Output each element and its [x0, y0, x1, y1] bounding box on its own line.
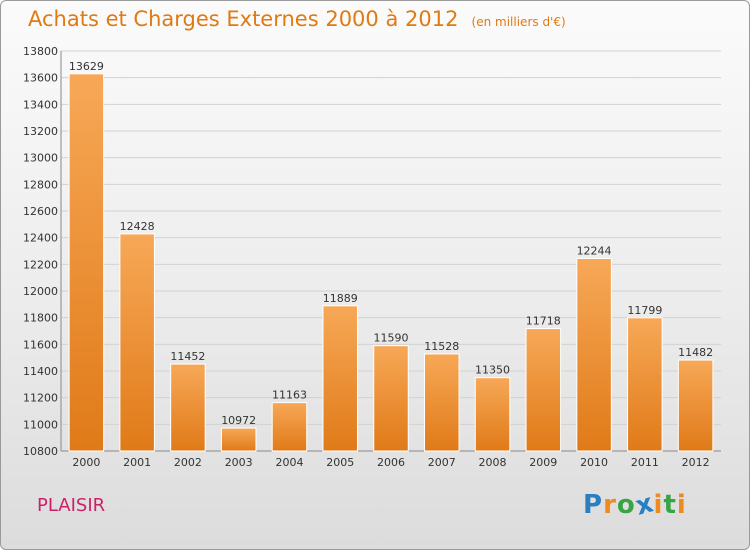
y-tick-label: 13600	[23, 72, 58, 85]
x-tick-label-2011: 2011	[631, 456, 659, 469]
y-tick-label: 10800	[23, 445, 58, 458]
bar-2011	[627, 317, 663, 452]
value-label-2001: 12428	[120, 220, 155, 233]
y-tick-label: 11000	[23, 418, 58, 431]
value-label-2012: 11482	[678, 346, 713, 359]
y-tick-label: 11400	[23, 365, 58, 378]
x-tick-label-2010: 2010	[580, 456, 608, 469]
bar-2009	[525, 328, 562, 452]
bar-2007	[424, 353, 460, 452]
logo-letter: t	[663, 490, 677, 520]
x-tick-label-2007: 2007	[428, 456, 456, 469]
town-name: PLAISIR	[37, 495, 106, 516]
proxiti-logo: Proxiti	[583, 488, 687, 522]
value-label-2004: 11163	[272, 389, 307, 402]
bar-2006	[373, 345, 409, 452]
title-text: Achats et Charges Externes 2000 à 2012	[28, 7, 459, 31]
x-tick-label-2008: 2008	[479, 456, 507, 469]
y-tick-label: 11200	[23, 392, 58, 405]
logo-letter: o	[616, 490, 636, 520]
value-label-2002: 11452	[170, 350, 205, 363]
bar-2012	[677, 359, 714, 452]
logo-letter: i	[676, 490, 687, 520]
x-tick-label-2004: 2004	[275, 456, 303, 469]
x-tick-label-2001: 2001	[123, 456, 151, 469]
y-tick-label: 11800	[23, 312, 58, 325]
y-tick-label: 11600	[23, 338, 58, 351]
x-tick-label-2003: 2003	[225, 456, 253, 469]
labels: 10800 11000 11200 11400 11600 11800 12000 12200…	[23, 45, 713, 469]
value-label-2009: 11718	[526, 315, 561, 328]
value-label-2011: 11799	[627, 304, 662, 317]
bars	[68, 73, 714, 452]
y-tick-label: 13400	[23, 98, 58, 111]
y-tick-label: 12600	[23, 205, 58, 218]
logo-letter: r	[603, 490, 617, 520]
chart-title: Achats et Charges Externes 2000 à 2012 (…	[28, 7, 566, 31]
bar-2003	[220, 427, 257, 452]
bar-2004	[271, 402, 308, 452]
logo-letter: P	[583, 490, 604, 520]
value-label-2006: 11590	[374, 332, 409, 345]
value-label-2010: 12244	[577, 244, 612, 257]
y-tick-label: 13800	[23, 45, 58, 58]
unit-note: (en milliers d'€)	[471, 15, 566, 29]
y-tick-label: 12400	[23, 232, 58, 245]
value-label-2005: 11889	[323, 292, 358, 305]
y-tick-label: 13200	[23, 125, 58, 138]
bar-2008	[474, 377, 511, 452]
value-label-2003: 10972	[221, 414, 256, 427]
value-label-2008: 11350	[475, 364, 510, 377]
y-tick-label: 13000	[23, 152, 58, 165]
bar-2002	[170, 363, 206, 452]
bar-2005	[322, 305, 358, 452]
logo-letter: i	[653, 490, 664, 520]
bar-2000	[68, 73, 105, 452]
y-tick-label: 12200	[23, 258, 58, 271]
x-tick-label-2000: 2000	[72, 456, 100, 469]
y-tick-label: 12800	[23, 178, 58, 191]
x-tick-label-2002: 2002	[174, 456, 202, 469]
bar-2010	[576, 257, 612, 452]
bar-2001	[119, 233, 155, 452]
x-tick-label-2006: 2006	[377, 456, 405, 469]
value-label-2000: 13629	[69, 60, 104, 73]
x-tick-label-2009: 2009	[529, 456, 557, 469]
x-tick-label-2012: 2012	[682, 456, 710, 469]
y-tick-label: 12000	[23, 285, 58, 298]
x-tick-label-2005: 2005	[326, 456, 354, 469]
value-label-2007: 11528	[424, 340, 459, 353]
